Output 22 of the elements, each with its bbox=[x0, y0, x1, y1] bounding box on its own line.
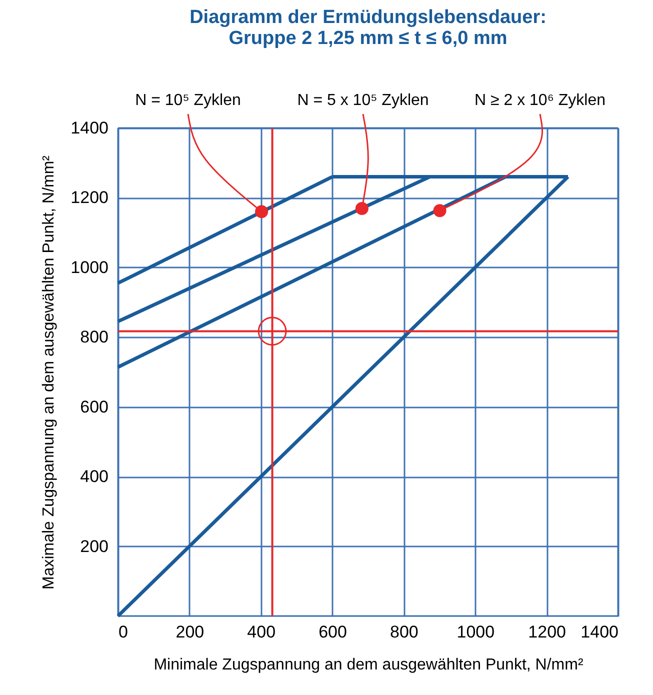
y-tick-label: 1000 bbox=[70, 258, 108, 277]
y-tick-label: 1400 bbox=[70, 118, 108, 138]
x-tick-label: 1400 bbox=[580, 622, 618, 642]
annotation: N = 10⁵ Zyklen bbox=[135, 92, 241, 109]
y-tick-label: 1200 bbox=[70, 188, 108, 208]
x-tick-label: 1000 bbox=[456, 622, 495, 642]
y-tick-label: 200 bbox=[80, 536, 108, 556]
text: Gruppe 2 1,25 mm ≤ t ≤ 6,0 mm bbox=[228, 28, 508, 49]
y-axis-title: Maximale Zugspannung an dem ausgewählten Punkt, N/mm² bbox=[40, 154, 58, 590]
x-tick-label: 600 bbox=[318, 622, 347, 642]
x-tick-label: 200 bbox=[176, 622, 204, 642]
y-tick-label: 800 bbox=[80, 328, 108, 347]
text: Diagramm der Ermüdungslebensdauer: bbox=[190, 7, 546, 28]
x-tick-label: 0 bbox=[118, 622, 128, 642]
y-tick-label: 400 bbox=[80, 467, 108, 486]
x-axis-title: Minimale Zugspannung an dem ausgewählten Punkt, N/mm² bbox=[154, 656, 584, 674]
x-tick-label: 1200 bbox=[528, 622, 566, 642]
x-tick-label: 400 bbox=[247, 622, 276, 642]
y-tick-label: 600 bbox=[80, 397, 108, 416]
annotation: N = 5 x 10⁵ Zyklen bbox=[297, 92, 429, 109]
x-tick-label: 800 bbox=[390, 622, 418, 642]
annotation: N ≥ 2 x 10⁶ Zyklen bbox=[474, 92, 606, 109]
